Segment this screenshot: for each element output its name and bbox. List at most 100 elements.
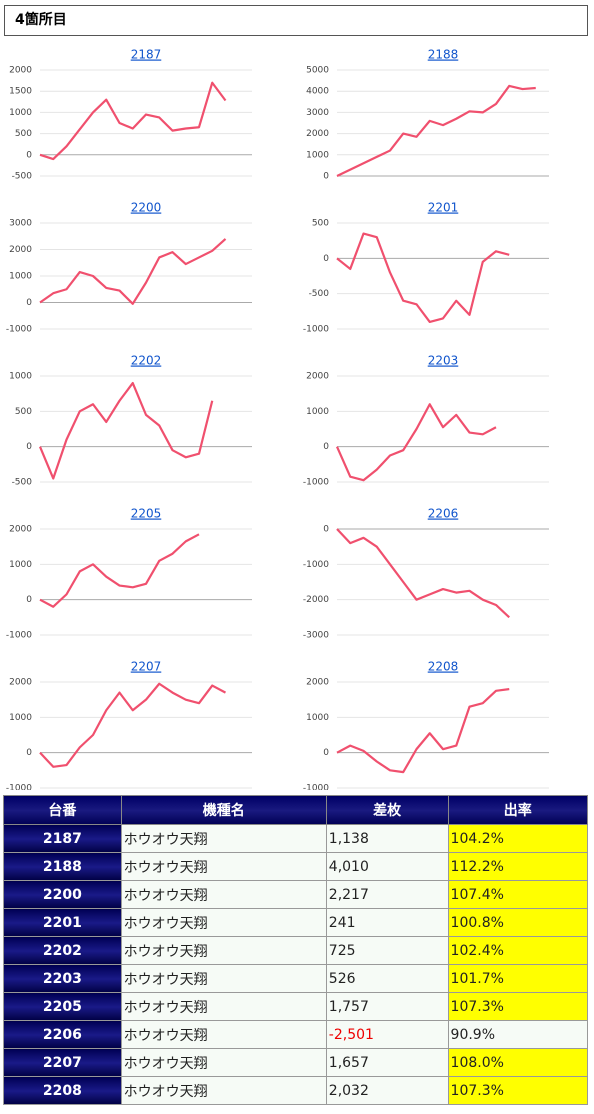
chart-title[interactable]: 2208	[428, 660, 459, 674]
y-tick-label: 2000	[306, 372, 329, 382]
chart-title[interactable]: 2206	[428, 507, 459, 521]
y-tick-label: -1000	[303, 784, 329, 791]
machine-name: ホウオウ天翔	[120, 824, 327, 853]
machine-name: ホウオウ天翔	[120, 880, 327, 909]
y-tick-label: 3000	[9, 219, 32, 229]
machine-name: ホウオウ天翔	[120, 1048, 327, 1077]
column-header: 機種名	[120, 795, 327, 825]
machine-name: ホウオウ天翔	[120, 1076, 327, 1105]
chart-title[interactable]: 2207	[131, 660, 162, 674]
chart-title[interactable]: 2205	[131, 507, 162, 521]
y-tick-label: 0	[26, 150, 32, 160]
line-series	[336, 232, 510, 324]
line-series	[39, 81, 227, 161]
machine-number: 2201	[3, 908, 122, 937]
coin-diff: 4,010	[325, 852, 449, 881]
y-tick-label: 2000	[9, 678, 32, 688]
y-tick-label: 0	[323, 442, 329, 452]
machine-number: 2202	[3, 936, 122, 965]
payout-rate: 112.2%	[447, 852, 589, 881]
y-tick-label: 1000	[9, 108, 32, 118]
machine-name: ホウオウ天翔	[120, 936, 327, 965]
chart-title[interactable]: 2203	[428, 354, 459, 368]
table-row: 2202 ホウオウ天翔 725 102.4%	[3, 936, 589, 965]
y-tick-label: -3000	[303, 631, 329, 641]
y-tick-label: -1000	[6, 325, 32, 335]
y-tick-label: 500	[312, 219, 329, 229]
payout-rate: 104.2%	[447, 824, 589, 853]
payout-rate: 107.3%	[447, 992, 589, 1021]
machine-name: ホウオウ天翔	[120, 1020, 327, 1049]
table-row: 2187 ホウオウ天翔 1,138 104.2%	[3, 824, 589, 853]
y-tick-label: 2000	[9, 66, 32, 76]
y-tick-label: -500	[309, 289, 330, 299]
y-tick-label: 500	[15, 129, 32, 139]
payout-rate: 107.4%	[447, 880, 589, 909]
machine-number: 2208	[3, 1076, 122, 1105]
machine-number: 2205	[3, 992, 122, 1021]
line-series	[336, 687, 510, 774]
y-tick-label: 1000	[9, 560, 32, 570]
coin-diff: 1,657	[325, 1048, 449, 1077]
table-row: 2200 ホウオウ天翔 2,217 107.4%	[3, 880, 589, 909]
y-tick-label: -1000	[303, 325, 329, 335]
payout-rate: 100.8%	[447, 908, 589, 937]
payout-rate: 108.0%	[447, 1048, 589, 1077]
line-series	[39, 238, 227, 305]
machine-number: 2187	[3, 824, 122, 853]
chart-title[interactable]: 2202	[131, 354, 162, 368]
machine-name: ホウオウ天翔	[120, 964, 327, 993]
line-series	[335, 403, 497, 482]
chart-title[interactable]: 2201	[428, 201, 459, 215]
y-tick-label: 1000	[9, 272, 32, 282]
y-tick-label: 2000	[306, 129, 329, 139]
table-row: 2201 ホウオウ天翔 241 100.8%	[3, 908, 589, 937]
y-tick-label: 0	[26, 748, 32, 758]
y-tick-label: 0	[26, 595, 32, 605]
coin-diff: -2,501	[325, 1020, 449, 1049]
table-row: 2203 ホウオウ天翔 526 101.7%	[3, 964, 589, 993]
y-tick-label: 0	[26, 298, 32, 308]
chart-title[interactable]: 2188	[428, 48, 459, 62]
y-tick-label: -1000	[303, 560, 329, 570]
table-row: 2205 ホウオウ天翔 1,757 107.3%	[3, 992, 589, 1021]
machine-name: ホウオウ天翔	[120, 992, 327, 1021]
line-series	[39, 533, 200, 608]
payout-rate: 90.9%	[447, 1020, 589, 1049]
table-row: 2188 ホウオウ天翔 4,010 112.2%	[3, 852, 589, 881]
y-tick-label: 0	[323, 748, 329, 758]
y-tick-label: 2000	[306, 678, 329, 688]
section-title: 4箇所目	[4, 5, 588, 36]
coin-diff: 1,138	[325, 824, 449, 853]
coin-diff: 2,032	[325, 1076, 449, 1105]
y-tick-label: 0	[323, 254, 329, 264]
chart-title[interactable]: 2187	[131, 48, 162, 62]
y-tick-label: 500	[15, 407, 32, 417]
charts: 2187 -500 0 500 1000 1500 2000 2188 0 1000 2000 300…	[6, 48, 549, 791]
y-tick-label: -500	[12, 478, 33, 488]
y-tick-label: 1000	[9, 372, 32, 382]
y-tick-label: 1000	[306, 150, 329, 160]
column-header: 出率	[447, 795, 589, 825]
machine-number: 2188	[3, 852, 122, 881]
column-header: 台番	[3, 795, 122, 825]
y-tick-label: 0	[26, 442, 32, 452]
payout-rate: 101.7%	[447, 964, 589, 993]
machine-name: ホウオウ天翔	[120, 852, 327, 881]
line-series	[336, 528, 511, 619]
y-tick-label: 2000	[9, 525, 32, 535]
chart-title[interactable]: 2200	[131, 201, 162, 215]
coin-diff: 526	[325, 964, 449, 993]
payout-rate: 102.4%	[447, 936, 589, 965]
machine-number: 2206	[3, 1020, 122, 1049]
y-tick-label: 0	[323, 525, 329, 535]
coin-diff: 1,757	[325, 992, 449, 1021]
y-tick-label: -500	[12, 172, 33, 182]
line-series	[38, 381, 214, 480]
header-row: 台番 機種名 差枚 出率	[3, 795, 589, 825]
payout-rate: 107.3%	[447, 1076, 589, 1105]
y-tick-label: -2000	[303, 595, 329, 605]
column-header: 差枚	[325, 795, 449, 825]
machine-number: 2200	[3, 880, 122, 909]
